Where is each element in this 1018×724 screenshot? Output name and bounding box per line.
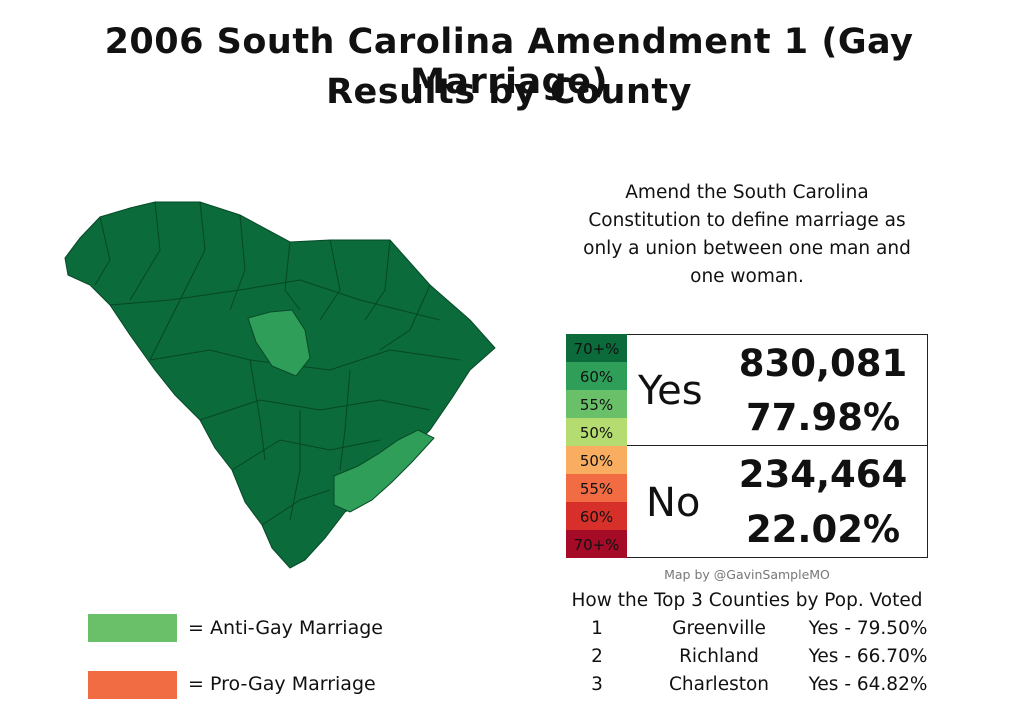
no-percent: 22.02% [745, 508, 901, 551]
divider [627, 445, 928, 446]
scale-cell: 50% [566, 418, 627, 446]
key-swatch [88, 614, 177, 642]
question-line: Constitution to define marriage as [588, 210, 906, 231]
rank: 2 [591, 646, 603, 667]
yes-label: Yes [638, 368, 703, 414]
question-line: one woman. [690, 266, 804, 287]
credit: Map by @GavinSampleMO [664, 567, 830, 582]
scale-cell: 70+% [566, 530, 627, 558]
county: Greenville [672, 618, 766, 639]
county: Charleston [668, 674, 770, 695]
no-label: No [646, 480, 701, 526]
scale-cell: 60% [566, 362, 627, 390]
top-counties-heading: How the Top 3 Counties by Pop. Voted [571, 590, 923, 611]
key-symbol: = [188, 673, 204, 695]
no-votes: 234,464 [738, 453, 908, 496]
key-label: Anti-Gay Marriage [210, 617, 383, 639]
result: Yes - 64.82% [808, 674, 928, 695]
scale-cell: 55% [566, 390, 627, 418]
scale-cell: 60% [566, 502, 627, 530]
map [64, 201, 496, 569]
key-label: Pro-Gay Marriage [210, 673, 376, 695]
rank: 3 [591, 674, 603, 695]
question-line: Amend the South Carolina [625, 182, 869, 203]
rank: 1 [591, 618, 603, 639]
title-line: 2006 South Carolina Amendment 1 (Gay Mar… [104, 22, 914, 102]
county: Richland [679, 646, 759, 667]
key-symbol: = [188, 617, 204, 639]
key-swatch [88, 671, 177, 699]
result: Yes - 66.70% [808, 646, 928, 667]
yes-votes: 830,081 [738, 342, 908, 385]
scale-cell: 70+% [566, 334, 627, 362]
question-line: only a union between one man and [583, 238, 911, 259]
yes-percent: 77.98% [745, 396, 901, 439]
result: Yes - 79.50% [808, 618, 928, 639]
title-line: Results by County [326, 72, 692, 112]
scale-cell: 55% [566, 474, 627, 502]
scale-cell: 50% [566, 446, 627, 474]
